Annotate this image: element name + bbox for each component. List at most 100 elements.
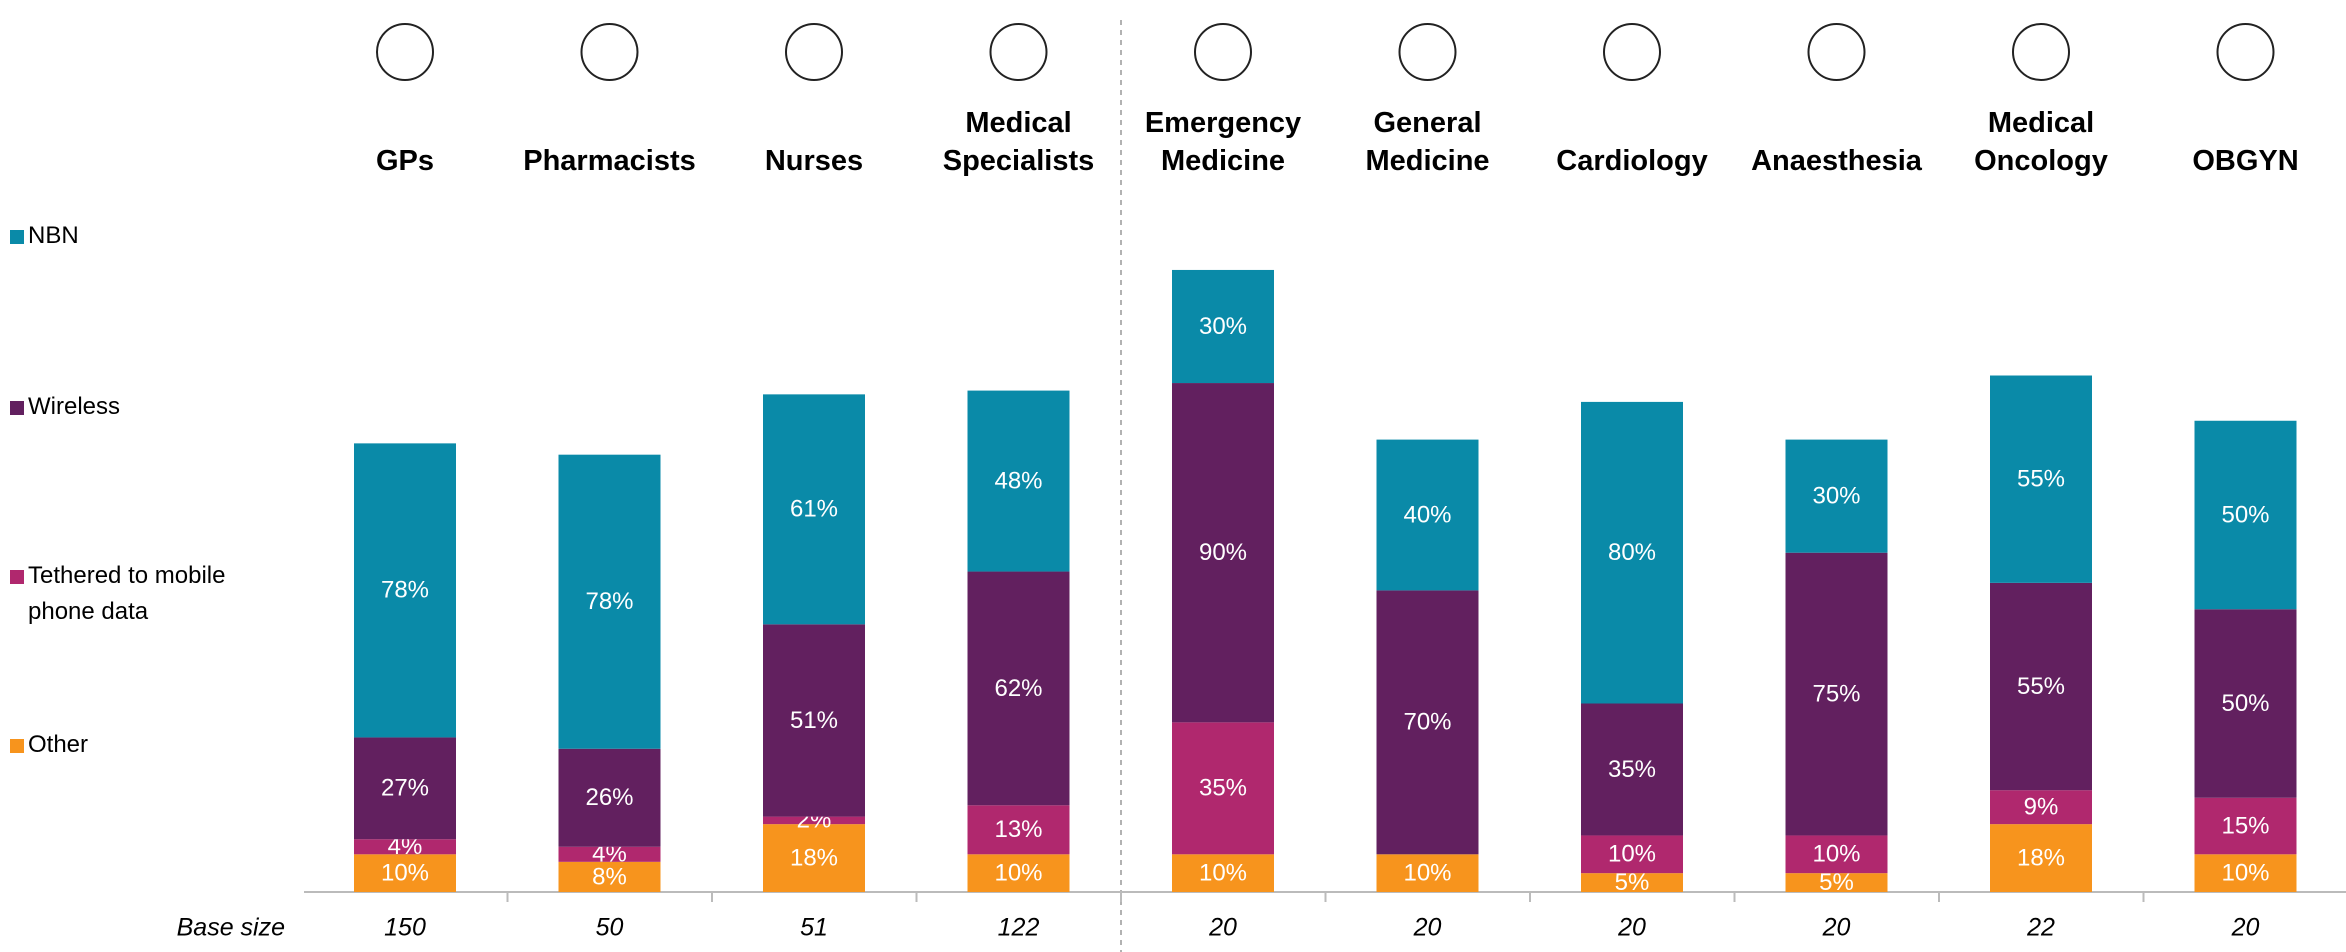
bar-segment xyxy=(2194,609,2297,798)
bar-segment xyxy=(558,846,661,862)
bar-segment xyxy=(1990,790,2092,825)
value-label: 78% xyxy=(381,577,429,604)
base-size-value: 22 xyxy=(2026,914,2055,942)
value-label: 18% xyxy=(2017,844,2065,871)
legend-item: NBN xyxy=(10,218,238,254)
icon xyxy=(989,23,1048,81)
bar-segment xyxy=(1172,722,1274,855)
bar-segment xyxy=(1172,854,1274,892)
bar-segment xyxy=(967,805,1070,855)
bar-segment xyxy=(1785,439,1888,553)
value-label: 51% xyxy=(790,707,838,734)
value-label: 30% xyxy=(1199,313,1247,340)
legend-label: Tethered to mobile phone data xyxy=(28,562,226,625)
bar-segment xyxy=(1990,375,2092,583)
bar-segment xyxy=(1785,552,1888,836)
bar-segment xyxy=(1581,703,1683,836)
bar-segment xyxy=(2194,420,2297,610)
category-label: Pharmacists xyxy=(523,145,696,177)
value-label: 8% xyxy=(592,863,627,890)
value-label: 35% xyxy=(1199,775,1247,802)
value-label: 30% xyxy=(1812,482,1860,509)
value-label: 15% xyxy=(2221,812,2269,839)
icon xyxy=(2216,23,2275,81)
icon xyxy=(2012,23,2070,81)
value-label: 55% xyxy=(2017,673,2065,700)
base-size-value: 20 xyxy=(1822,914,1851,942)
bar-segment xyxy=(1376,590,1479,855)
category-label: Emergency Medicine xyxy=(1144,107,1302,177)
bar-segment xyxy=(1785,873,1888,892)
category-label: Medical Oncology xyxy=(1974,107,2108,177)
bar-segment xyxy=(354,854,456,892)
category-label: Anaesthesia xyxy=(1751,145,1922,177)
value-label: 90% xyxy=(1199,539,1247,566)
bar-segment xyxy=(967,854,1070,892)
value-label: 35% xyxy=(1608,756,1656,783)
value-label: 5% xyxy=(1615,869,1650,896)
value-label: 50% xyxy=(2221,690,2269,717)
legend-label: NBN xyxy=(28,222,79,249)
value-label: 5% xyxy=(1819,869,1854,896)
icon xyxy=(785,23,843,81)
value-label: 10% xyxy=(2221,859,2269,886)
category-label: Cardiology xyxy=(1556,145,1708,177)
base-size-label: Base size xyxy=(177,914,285,942)
bar-segment xyxy=(1581,401,1683,704)
legend-swatch xyxy=(10,739,24,753)
category-label: Medical Specialists xyxy=(942,107,1095,177)
bar-segment xyxy=(967,390,1070,572)
value-label: 78% xyxy=(585,588,633,615)
bar-segment xyxy=(558,861,661,892)
bar-segment xyxy=(1376,854,1479,892)
bar-segment xyxy=(354,443,456,738)
value-label: 10% xyxy=(381,859,429,886)
value-label: 55% xyxy=(2017,466,2065,493)
icon xyxy=(1807,23,1866,81)
value-label: 62% xyxy=(994,675,1042,702)
bar-segment xyxy=(763,816,865,825)
value-label: 26% xyxy=(585,784,633,811)
value-label: 13% xyxy=(994,816,1042,843)
bar-segment xyxy=(763,824,865,892)
value-label: 10% xyxy=(994,859,1042,886)
bar-segment xyxy=(1376,439,1479,591)
icon xyxy=(1398,23,1457,81)
base-size-value: 50 xyxy=(596,914,624,942)
base-size-value: 51 xyxy=(800,914,828,942)
base-size-value: 20 xyxy=(2231,914,2260,942)
value-label: 75% xyxy=(1812,680,1860,707)
icon xyxy=(1194,23,1252,81)
category-label: General Medicine xyxy=(1365,107,1490,177)
category-label: GPs xyxy=(375,145,435,177)
value-label: 80% xyxy=(1608,539,1656,566)
legend-item: Tethered to mobile phone data xyxy=(10,558,238,630)
legend-label: Other xyxy=(28,731,89,758)
category-label: OBGYN xyxy=(2192,145,2299,177)
icon xyxy=(1603,23,1661,81)
bar-segment xyxy=(2194,797,2297,855)
base-size-value: 150 xyxy=(384,914,426,942)
bar-segment xyxy=(1581,835,1683,874)
bar-segment xyxy=(1990,824,2092,892)
bar-segment xyxy=(558,454,661,749)
legend-swatch xyxy=(10,401,24,415)
bar-segment xyxy=(2194,854,2297,892)
legend-item: Other xyxy=(10,727,238,763)
value-label: 9% xyxy=(2024,794,2059,821)
bar-segment xyxy=(1172,383,1274,723)
bar-segment xyxy=(967,571,1070,806)
bar-segment xyxy=(354,737,456,840)
legend-swatch xyxy=(10,230,24,244)
legend-label: Wireless xyxy=(28,393,121,420)
base-size-value: 20 xyxy=(1617,914,1646,942)
value-label: 10% xyxy=(1199,859,1247,886)
value-label: 40% xyxy=(1403,501,1451,528)
base-size-value: 122 xyxy=(998,914,1040,942)
base-size-value: 20 xyxy=(1208,914,1237,942)
value-label: 10% xyxy=(1403,859,1451,886)
bar-segment xyxy=(558,748,661,847)
bar-segment xyxy=(763,394,865,625)
